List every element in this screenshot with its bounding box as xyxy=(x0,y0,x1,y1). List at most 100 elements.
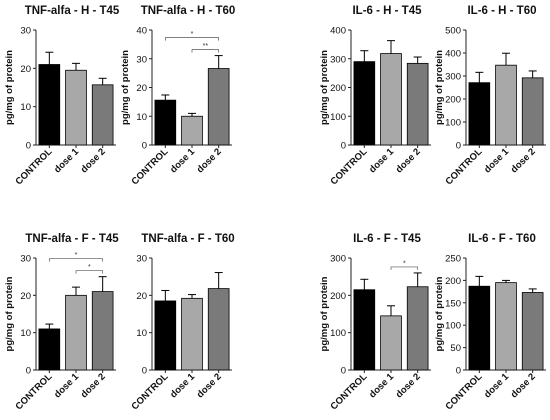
bar xyxy=(406,286,429,371)
y-tick-label: 30 xyxy=(20,26,31,37)
bar xyxy=(521,77,544,146)
chart-title: IL-6 - H - T45 xyxy=(352,5,422,17)
y-tick-label: 0 xyxy=(142,366,147,377)
y-tick-label: 200 xyxy=(330,291,346,302)
y-tick-label: 300 xyxy=(330,254,346,265)
y-tick-label: 40 xyxy=(136,26,147,37)
chart-title: IL-6 - F - T45 xyxy=(353,233,421,245)
x-tick-label: dose 2 xyxy=(79,146,108,175)
bar xyxy=(154,99,177,146)
chart-panel: IL-6 - F - T45 pg/mg of protein 0 100 200 300… xyxy=(319,233,431,412)
y-tick-label: 100 xyxy=(445,321,461,332)
chart-title: TNF-alfa - F - T60 xyxy=(141,233,234,245)
y-tick-label: 0 xyxy=(142,141,147,152)
x-tick-label: dose 1 xyxy=(367,146,397,176)
significance-label: ** xyxy=(203,43,209,50)
x-tick-label: CONTROL xyxy=(328,146,369,187)
bar xyxy=(38,64,61,146)
y-tick-label: 30 xyxy=(136,254,147,265)
y-tick-label: 10 xyxy=(20,102,31,113)
chart-panel: TNF-alfa - H - T45 pg/mg of protein 0 10 20 3… xyxy=(4,5,120,187)
x-tick-label: dose 1 xyxy=(482,371,512,401)
x-tick-label: dose 1 xyxy=(52,371,82,401)
significance-bracket xyxy=(164,37,220,41)
chart-panel: IL-6 - H - T60 pg/mg of protein 0 100 200 300… xyxy=(434,5,546,187)
x-tick-label: CONTROL xyxy=(13,146,54,187)
x-tick-label: dose 2 xyxy=(509,146,538,175)
chart-panel: TNF-alfa - H - T60 pg/mg of protein 0 10 20 3… xyxy=(120,5,235,187)
chart-title: IL-6 - H - T60 xyxy=(467,5,536,17)
y-tick-label: 100 xyxy=(445,118,461,129)
x-tick-label: CONTROL xyxy=(129,146,170,187)
y-tick-label: 0 xyxy=(341,366,346,377)
bar xyxy=(353,61,376,146)
significance-bracket xyxy=(75,270,104,274)
y-tick-label: 300 xyxy=(330,54,346,65)
y-tick-label: 400 xyxy=(445,49,461,60)
chart-title: TNF-alfa - H - T60 xyxy=(141,5,236,17)
x-tick-label: dose 2 xyxy=(509,371,538,400)
y-tick-label: 20 xyxy=(20,291,31,302)
y-tick-label: 0 xyxy=(456,141,461,152)
y-axis-label: pg/mg of protein xyxy=(319,50,330,125)
x-tick-label: dose 2 xyxy=(79,371,108,400)
bar xyxy=(468,285,491,371)
y-tick-label: 10 xyxy=(136,328,147,339)
bar xyxy=(154,300,177,371)
y-tick-label: 30 xyxy=(20,254,31,265)
bar xyxy=(38,328,61,371)
x-tick-label: dose 2 xyxy=(195,146,224,175)
y-tick-label: 20 xyxy=(20,64,31,75)
x-tick-label: dose 2 xyxy=(394,146,423,175)
y-tick-label: 10 xyxy=(136,112,147,123)
y-axis-label: pg/mg of protein xyxy=(4,50,15,125)
x-tick-label: CONTROL xyxy=(13,371,54,412)
x-tick-label: dose 1 xyxy=(168,371,198,401)
y-tick-label: 250 xyxy=(445,254,461,265)
significance-label: * xyxy=(75,252,78,259)
bar xyxy=(495,64,517,146)
significance-bracket xyxy=(390,266,419,270)
chart-title: IL-6 - F - T60 xyxy=(468,233,536,245)
bar xyxy=(380,53,402,146)
chart-title: TNF-alfa - H - T45 xyxy=(25,5,120,17)
x-tick-label: dose 1 xyxy=(367,371,397,401)
y-tick-label: 200 xyxy=(330,83,346,94)
y-tick-label: 400 xyxy=(330,26,346,37)
y-tick-label: 200 xyxy=(445,95,461,106)
y-tick-label: 200 xyxy=(445,276,461,287)
x-tick-label: dose 1 xyxy=(168,146,198,176)
bar xyxy=(468,82,491,146)
bar xyxy=(521,292,544,371)
y-tick-label: 30 xyxy=(136,54,147,65)
x-tick-label: dose 2 xyxy=(195,371,224,400)
chart-panel: IL-6 - F - T60 pg/mg of protein 0 50 100 150 2… xyxy=(434,233,546,412)
bar xyxy=(181,115,203,146)
y-axis-label: pg/mg of protein xyxy=(434,276,445,351)
y-tick-label: 20 xyxy=(136,83,147,94)
chart-panel: TNF-alfa - F - T45 pg/mg of protein 0 10 20 3… xyxy=(4,233,119,412)
y-tick-label: 0 xyxy=(341,141,346,152)
y-tick-label: 300 xyxy=(445,72,461,83)
bar xyxy=(65,69,87,146)
bar xyxy=(207,68,230,146)
bar xyxy=(495,282,517,371)
y-tick-label: 500 xyxy=(445,26,461,37)
x-tick-label: CONTROL xyxy=(328,371,369,412)
y-tick-label: 100 xyxy=(330,328,346,339)
y-tick-label: 0 xyxy=(26,141,31,152)
bar xyxy=(91,291,114,371)
significance-label: * xyxy=(191,31,194,38)
y-tick-label: 0 xyxy=(456,366,461,377)
bar xyxy=(406,62,429,146)
x-tick-label: CONTROL xyxy=(443,371,484,412)
significance-label: * xyxy=(403,260,406,267)
y-tick-label: 0 xyxy=(26,366,31,377)
bar xyxy=(380,315,402,371)
x-tick-label: CONTROL xyxy=(129,371,170,412)
bar xyxy=(65,294,87,371)
x-tick-label: dose 1 xyxy=(52,146,82,176)
y-axis-label: pg/mg of protein xyxy=(4,276,15,351)
significance-bracket xyxy=(191,49,220,53)
